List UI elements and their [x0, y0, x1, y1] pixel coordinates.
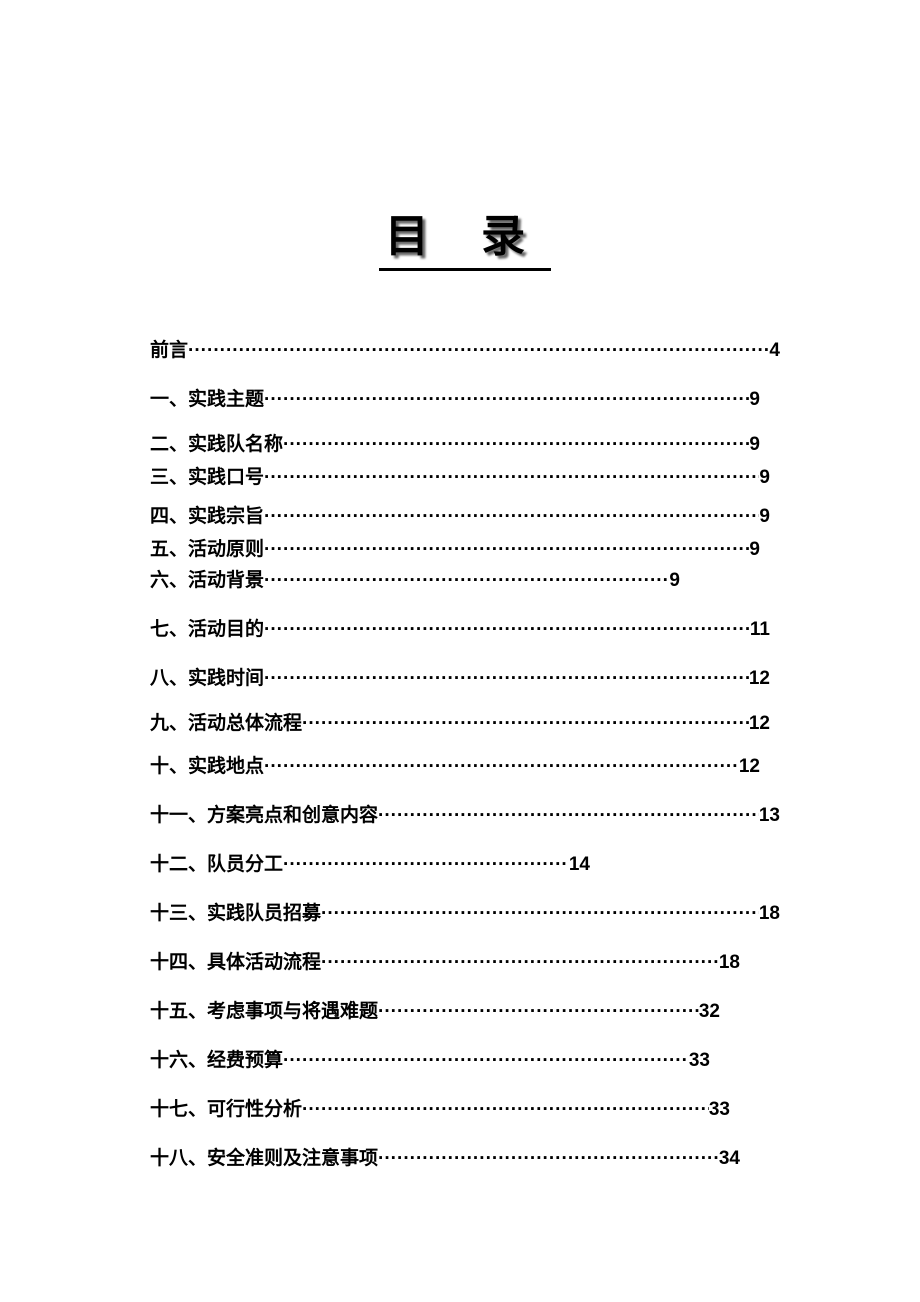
toc-row: 十七、可行性分析································…	[150, 1100, 780, 1119]
toc-leader: ········································…	[321, 904, 759, 923]
toc-row: 十、实践地点··································…	[150, 757, 780, 776]
toc-label: 六、活动背景	[150, 571, 264, 590]
toc-row: 九、活动总体流程································…	[150, 714, 780, 733]
toc-leader: ········································…	[264, 757, 739, 776]
toc-row: 七、活动目的··································…	[150, 620, 780, 639]
toc-label: 五、活动原则	[150, 540, 264, 559]
toc-page: 14	[569, 855, 590, 874]
toc-label: 四、实践宗旨	[150, 507, 264, 526]
toc-label: 十五、考虑事项与将遇难题	[150, 1002, 378, 1021]
toc-row: 六、活动背景··································…	[150, 571, 780, 590]
toc-label: 十四、具体活动流程	[150, 953, 321, 972]
toc-leader: ········································…	[264, 620, 750, 639]
toc-row: 十五、考虑事项与将遇难题····························…	[150, 1002, 780, 1021]
toc-page: 9	[749, 390, 760, 409]
toc-leader: ········································…	[188, 341, 769, 360]
toc-label: 九、活动总体流程	[150, 714, 302, 733]
toc-label: 十八、安全准则及注意事项	[150, 1149, 378, 1168]
toc-leader: ········································…	[264, 390, 749, 409]
toc-label: 十三、实践队员招募	[150, 904, 321, 923]
toc-page: 11	[750, 620, 770, 639]
toc-row: 五、活动原则··································…	[150, 540, 780, 559]
toc-label: 前言	[150, 341, 188, 360]
toc-label: 二、实践队名称	[150, 435, 283, 454]
toc-page: 12	[749, 714, 770, 733]
toc-page: 9	[749, 540, 760, 559]
toc-page: 12	[749, 669, 770, 688]
toc-row: 十三、实践队员招募·······························…	[150, 904, 780, 923]
toc-page: 9	[759, 507, 770, 526]
toc-label: 十六、经费预算	[150, 1051, 283, 1070]
toc-leader: ········································…	[302, 714, 749, 733]
toc-row: 八、实践时间··································…	[150, 669, 780, 688]
title-wrap: 目 录	[150, 200, 780, 271]
toc-leader: ········································…	[378, 1149, 719, 1168]
toc-page: 9	[749, 435, 760, 454]
page: 目 录 前言··································…	[0, 0, 920, 1302]
toc-row: 三、实践口号··································…	[150, 468, 780, 487]
toc-page: 9	[759, 468, 770, 487]
toc-row: 二、实践队名称·································…	[150, 435, 780, 454]
toc-page: 12	[739, 757, 760, 776]
toc-row: 四、实践宗旨··································…	[150, 507, 780, 526]
toc-leader: ········································…	[264, 571, 669, 590]
toc-label: 八、实践时间	[150, 669, 264, 688]
toc-page: 18	[719, 953, 740, 972]
toc-row: 一、实践主题··································…	[150, 390, 780, 409]
toc-list: 前言······································…	[150, 341, 780, 1168]
toc-leader: ········································…	[378, 806, 759, 825]
toc-leader: ········································…	[302, 1100, 709, 1119]
toc-label: 一、实践主题	[150, 390, 264, 409]
toc-row: 前言······································…	[150, 341, 780, 360]
toc-page: 9	[669, 571, 680, 590]
toc-leader: ········································…	[283, 855, 569, 874]
toc-label: 十一、方案亮点和创意内容	[150, 806, 378, 825]
toc-page: 13	[759, 806, 780, 825]
toc-row: 十八、安全准则及注意事项····························…	[150, 1149, 780, 1168]
toc-leader: ········································…	[264, 468, 759, 487]
toc-leader: ········································…	[283, 435, 749, 454]
toc-label: 十、实践地点	[150, 757, 264, 776]
toc-row: 十二、队员分工·································…	[150, 855, 780, 874]
toc-page: 34	[719, 1149, 740, 1168]
toc-leader: ········································…	[264, 669, 749, 688]
toc-leader: ········································…	[264, 540, 749, 559]
toc-label: 三、实践口号	[150, 468, 264, 487]
toc-row: 十六、经费预算·································…	[150, 1051, 780, 1070]
toc-label: 十二、队员分工	[150, 855, 283, 874]
toc-label: 十七、可行性分析	[150, 1100, 302, 1119]
toc-leader: ········································…	[264, 507, 759, 526]
toc-page: 33	[689, 1051, 710, 1070]
toc-page: 32	[699, 1002, 720, 1021]
toc-leader: ········································…	[283, 1051, 689, 1070]
toc-page: 33	[709, 1100, 730, 1119]
toc-row: 十一、方案亮点和创意内容····························…	[150, 806, 780, 825]
toc-page: 18	[759, 904, 780, 923]
toc-leader: ········································…	[321, 953, 719, 972]
toc-row: 十四、具体活动流程·······························…	[150, 953, 780, 972]
toc-leader: ········································…	[378, 1002, 699, 1021]
toc-label: 七、活动目的	[150, 620, 264, 639]
toc-title: 目 录	[379, 200, 551, 271]
toc-page: 4	[769, 341, 780, 360]
